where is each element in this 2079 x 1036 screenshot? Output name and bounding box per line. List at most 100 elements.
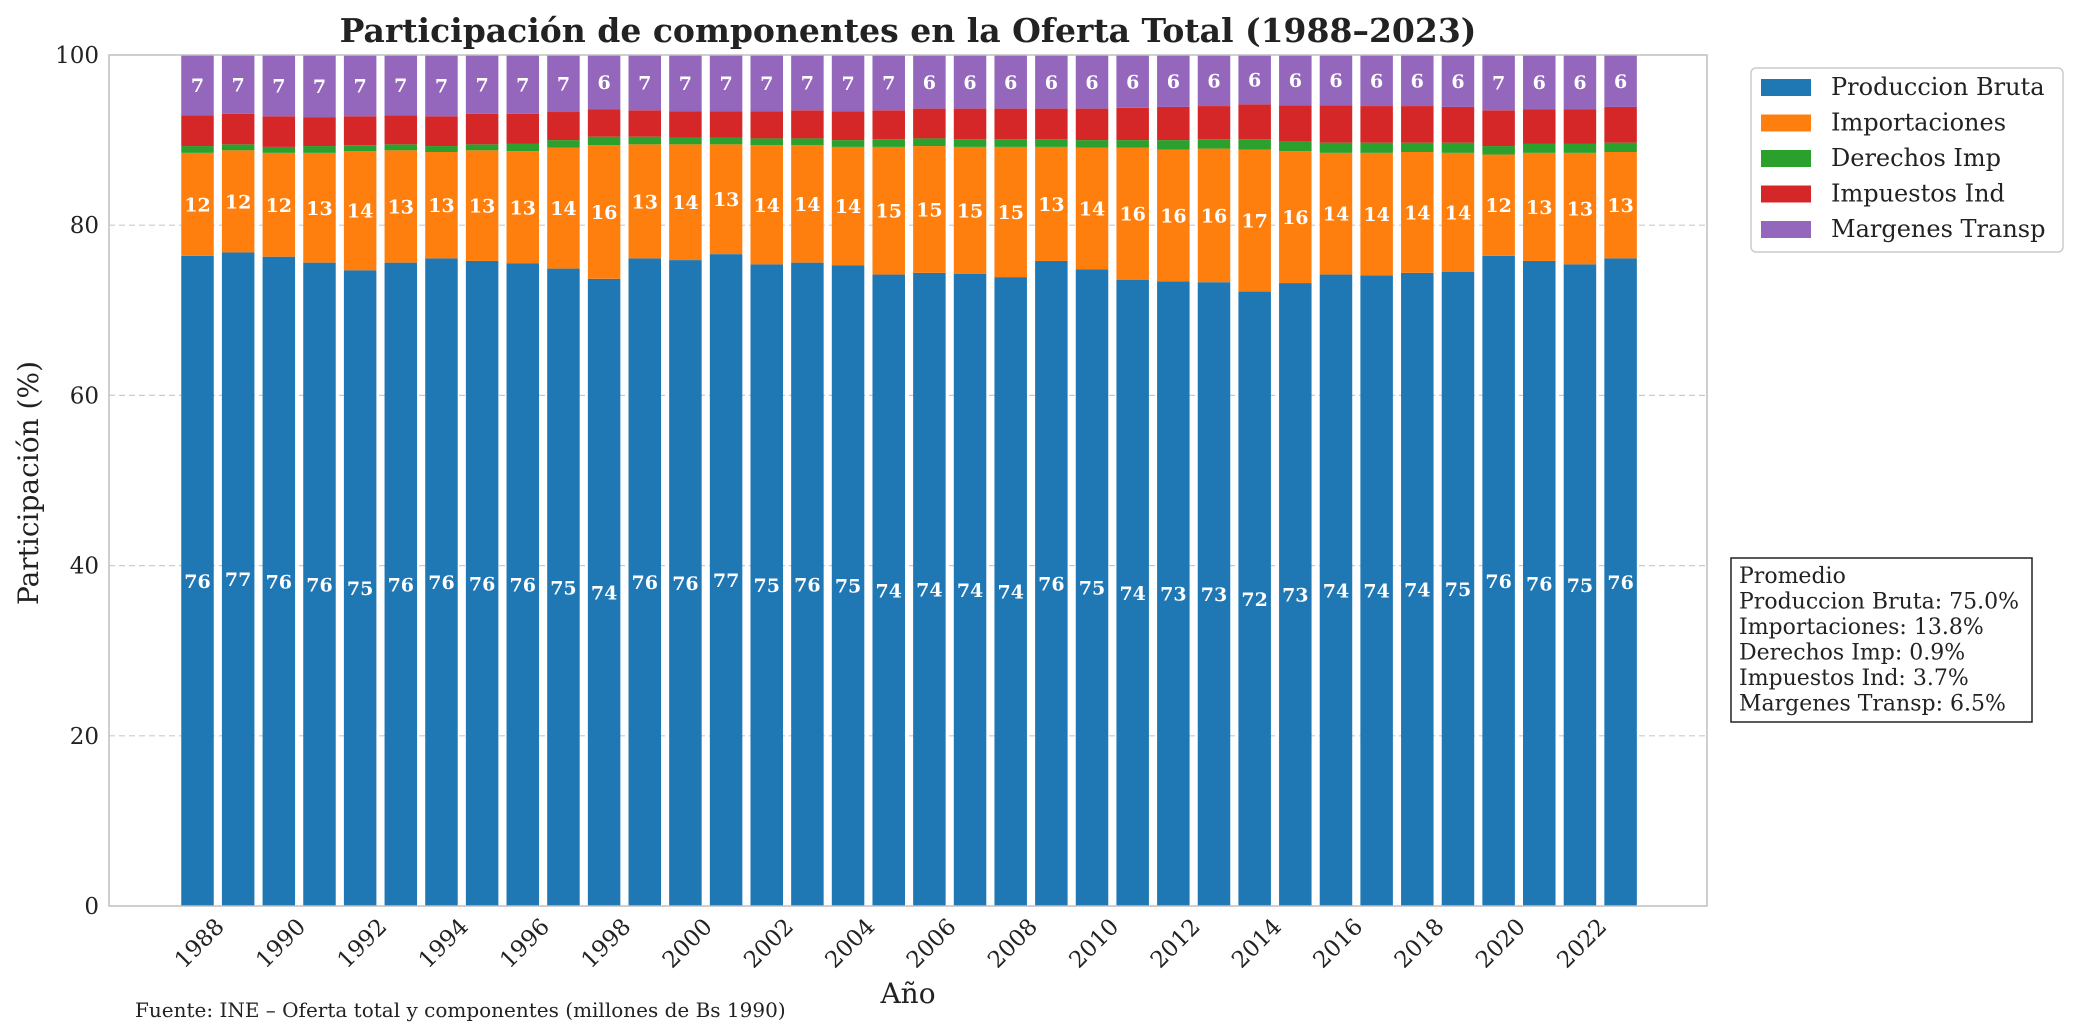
bar-segment <box>1035 55 1068 109</box>
bar-value-label: 13 <box>1526 197 1552 219</box>
x-tick-label: 2022 <box>1552 914 1612 974</box>
bar-segment <box>628 144 662 259</box>
bar-segment <box>1604 258 1637 906</box>
legend-entry: Importaciones <box>1831 109 2006 137</box>
legend-frame <box>1750 67 2064 253</box>
bar-value-label: 14 <box>1445 202 1471 224</box>
bar-segment <box>1482 255 1515 906</box>
bar-segment <box>1401 272 1434 907</box>
y-tick-label: 0 <box>84 894 99 920</box>
bar-segment <box>221 150 255 253</box>
bar-segment <box>303 146 336 153</box>
bar-value-label: 74 <box>591 582 617 604</box>
bar-segment <box>465 260 499 906</box>
bar-value-label: 76 <box>632 572 658 594</box>
bar-segment <box>425 146 458 153</box>
x-tick-label: 1988 <box>170 914 230 974</box>
bar-segment <box>628 136 662 145</box>
bar-value-label: 16 <box>1119 204 1145 226</box>
bar-value-label: 6 <box>1533 72 1546 94</box>
x-tick-label: 1992 <box>333 914 393 974</box>
bar-segment <box>1116 107 1149 141</box>
bar-segment <box>831 146 865 266</box>
bar-segment <box>831 55 865 112</box>
bar-segment <box>1360 152 1393 276</box>
average-line: Margenes Transp: 6.5% <box>1739 692 2006 717</box>
bar-segment <box>628 258 662 906</box>
bar-value-label: 6 <box>1248 70 1261 92</box>
x-tick-label: 2004 <box>821 914 881 974</box>
bar-value-label: 6 <box>963 72 976 94</box>
y-axis: 0 20 40 60 80 100 <box>55 43 99 920</box>
legend: Produccion Bruta Importaciones Derechos Im… <box>1750 67 2064 253</box>
bar-value-label: 76 <box>794 574 820 596</box>
bar-segment <box>221 252 255 906</box>
bar-segment <box>343 55 377 117</box>
bar-value-label: 13 <box>713 189 739 211</box>
bar-segment <box>181 146 214 153</box>
bar-segment <box>872 139 905 147</box>
bar-value-label: 13 <box>428 195 454 217</box>
bar-segment <box>1523 55 1556 110</box>
bar-value-label: 7 <box>191 75 204 97</box>
bar-value-label: 7 <box>476 74 489 96</box>
bar-value-label: 7 <box>313 76 326 98</box>
bar-segment <box>669 260 702 906</box>
legend-entry: Impuestos Ind <box>1831 180 2005 208</box>
bar-value-label: 6 <box>1167 71 1180 93</box>
bar-segment <box>1075 147 1109 270</box>
bar-segment <box>1197 55 1231 107</box>
bar-segment <box>425 258 458 906</box>
bar-segment <box>791 145 824 263</box>
bar-segment <box>1157 106 1190 141</box>
bar-value-label: 14 <box>754 195 780 217</box>
bar-segment <box>1360 106 1393 143</box>
bar-segment <box>384 144 418 151</box>
bar-segment <box>1482 146 1515 155</box>
bar-segment <box>1279 283 1312 906</box>
bar-segment <box>1116 147 1149 280</box>
bar-segment <box>506 151 540 264</box>
bar-segment <box>1319 105 1353 143</box>
bar-value-label: 75 <box>1567 575 1593 597</box>
bar-value-label: 6 <box>1451 71 1464 93</box>
bar-segment <box>1319 142 1353 153</box>
bar-value-label: 7 <box>354 76 367 98</box>
bar-value-label: 14 <box>550 198 576 220</box>
bar-segment <box>791 262 824 906</box>
averages-frame <box>1730 557 2033 723</box>
bar-value-label: 6 <box>1004 72 1017 94</box>
bar-segment <box>994 277 1027 907</box>
bar-value-label: 13 <box>306 198 332 220</box>
x-tick-label: 1996 <box>495 914 555 974</box>
bar-segment <box>1319 152 1353 275</box>
bar-segment <box>1197 106 1231 140</box>
bar-value-label: 13 <box>1038 194 1064 216</box>
bar-segment <box>872 55 905 111</box>
x-tick-label: 2016 <box>1308 914 1368 974</box>
bar-segment <box>1238 55 1271 105</box>
bar-value-label: 13 <box>1607 195 1633 217</box>
bar-value-label: 14 <box>1404 202 1430 224</box>
bar-value-label: 6 <box>1045 72 1058 94</box>
bar-segment <box>1319 55 1353 106</box>
bar-segment <box>750 111 783 139</box>
bar-segment <box>1604 152 1637 259</box>
bar-segment <box>1401 55 1434 107</box>
bar-segment <box>1523 260 1556 906</box>
bar-segment <box>1075 108 1109 141</box>
bar-segment <box>1482 154 1515 256</box>
bar-value-label: 76 <box>428 572 454 594</box>
bar-segment <box>1604 142 1637 153</box>
bar-value-label: 73 <box>1160 584 1186 606</box>
bar-segment <box>262 256 296 906</box>
bar-segment <box>1319 274 1353 907</box>
bar-segment <box>1441 142 1475 153</box>
bar-segment <box>1157 149 1190 282</box>
bar-segment <box>425 55 458 117</box>
bar-segment <box>303 262 336 906</box>
bar-segment <box>994 146 1027 278</box>
bar-segment <box>1075 269 1109 906</box>
